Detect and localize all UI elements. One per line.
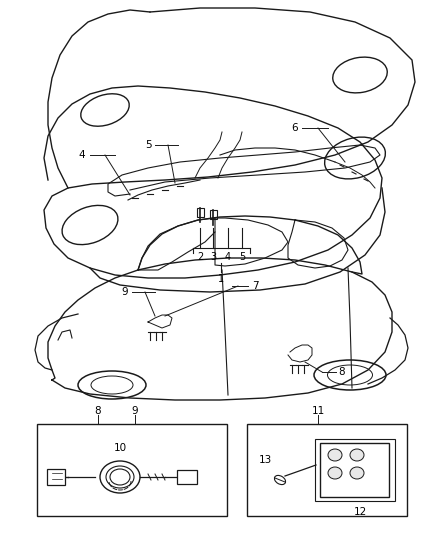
FancyBboxPatch shape bbox=[37, 424, 227, 516]
Text: 3: 3 bbox=[210, 252, 216, 262]
Text: 5: 5 bbox=[239, 252, 245, 262]
FancyBboxPatch shape bbox=[197, 207, 204, 216]
Text: 4: 4 bbox=[79, 150, 85, 160]
Ellipse shape bbox=[275, 475, 286, 484]
Text: 1: 1 bbox=[218, 274, 224, 284]
FancyBboxPatch shape bbox=[247, 424, 407, 516]
Ellipse shape bbox=[350, 449, 364, 461]
Text: 8: 8 bbox=[339, 367, 345, 377]
FancyBboxPatch shape bbox=[320, 443, 389, 497]
FancyBboxPatch shape bbox=[177, 470, 197, 484]
Ellipse shape bbox=[328, 467, 342, 479]
Text: 4: 4 bbox=[225, 252, 231, 262]
Text: 9: 9 bbox=[132, 406, 138, 416]
Text: 2: 2 bbox=[197, 252, 203, 262]
Ellipse shape bbox=[350, 467, 364, 479]
FancyBboxPatch shape bbox=[209, 209, 216, 219]
Text: 13: 13 bbox=[258, 455, 272, 465]
Ellipse shape bbox=[110, 469, 130, 485]
Text: 10: 10 bbox=[113, 443, 127, 453]
Text: 9: 9 bbox=[122, 287, 128, 297]
Ellipse shape bbox=[100, 461, 140, 493]
Text: 8: 8 bbox=[95, 406, 101, 416]
FancyBboxPatch shape bbox=[47, 469, 65, 485]
Text: 5: 5 bbox=[145, 140, 151, 150]
Text: 6: 6 bbox=[292, 123, 298, 133]
Text: 12: 12 bbox=[353, 507, 367, 517]
Ellipse shape bbox=[328, 449, 342, 461]
Text: 11: 11 bbox=[311, 406, 325, 416]
Text: 7: 7 bbox=[252, 281, 258, 291]
